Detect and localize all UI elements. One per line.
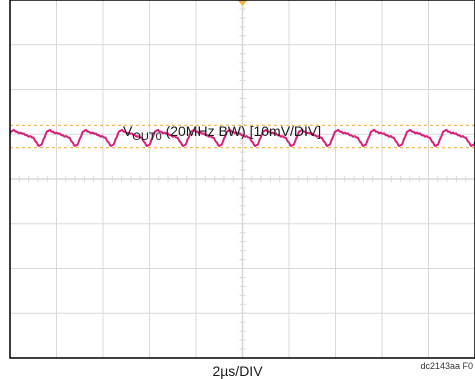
x-axis-label: 2µs/DIV bbox=[212, 363, 263, 379]
figure-code: dc2143aa F0 bbox=[420, 361, 473, 371]
plot-frame bbox=[9, 0, 475, 359]
trace-label: VOUT0 (20MHz BW) [10mV/DIV] bbox=[123, 123, 321, 143]
trace-label-subscript: OUT0 bbox=[132, 131, 161, 143]
trace-label-prefix: V bbox=[123, 123, 133, 139]
grid bbox=[9, 0, 475, 359]
ripple-trace bbox=[9, 128, 475, 147]
trigger-marker bbox=[237, 0, 248, 6]
trace-label-suffix: (20MHz BW) [10mV/DIV] bbox=[162, 123, 321, 139]
reference-lines bbox=[10, 0, 475, 149]
